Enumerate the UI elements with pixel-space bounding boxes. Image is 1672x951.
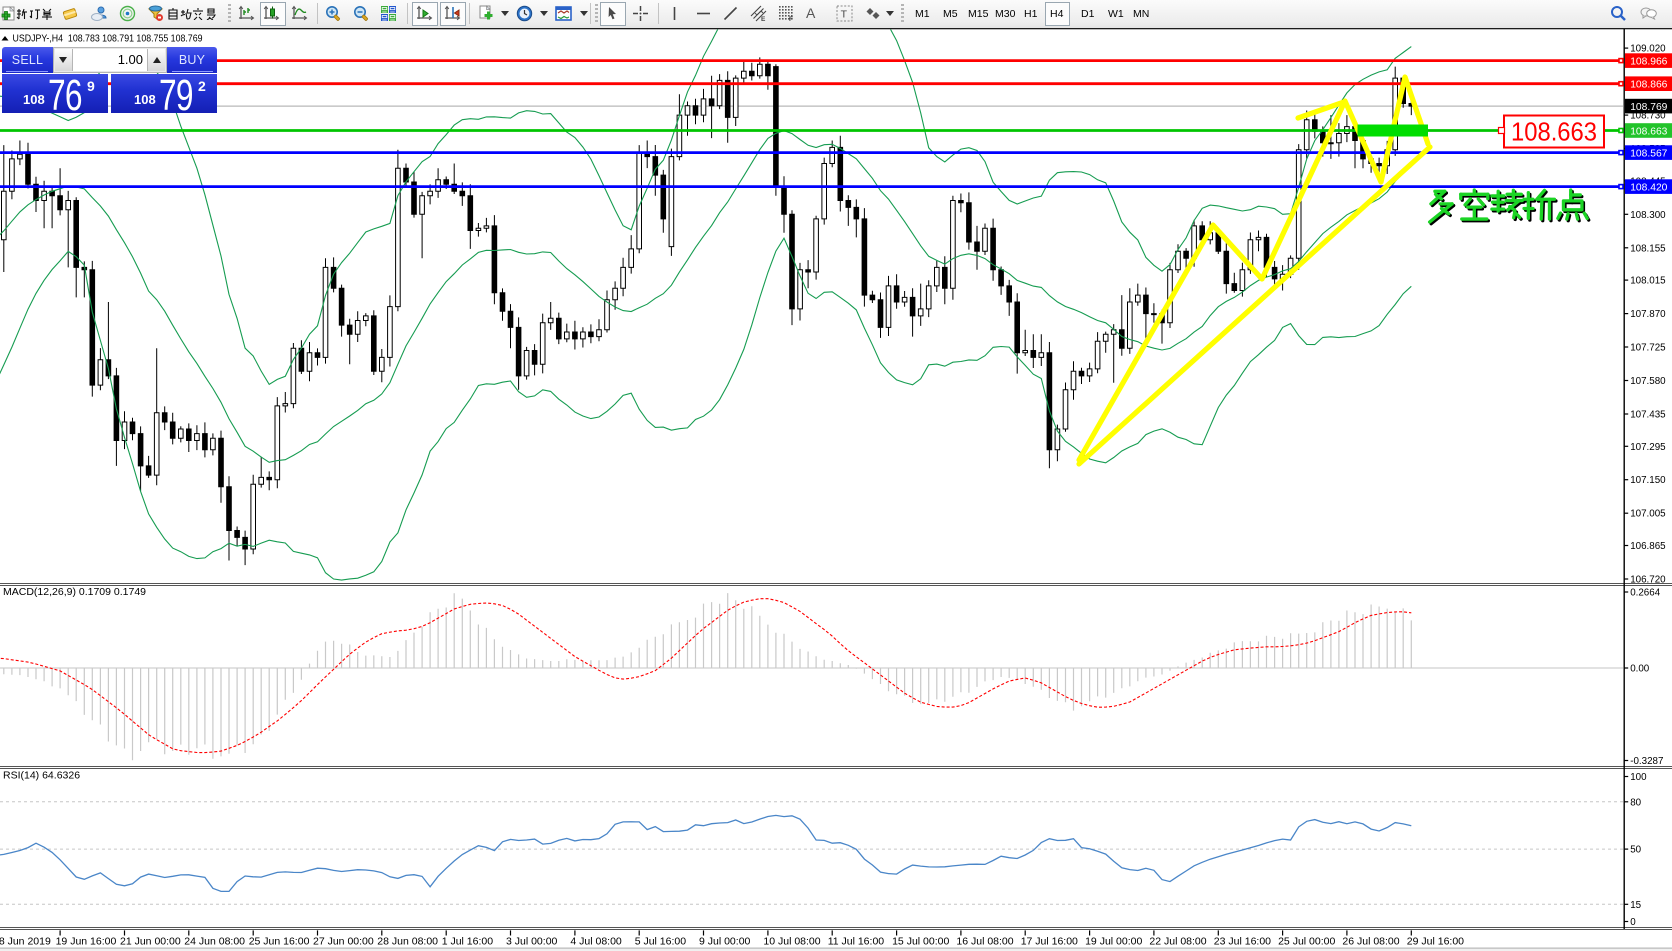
svg-text:19 Jul 00:00: 19 Jul 00:00 (1085, 936, 1142, 948)
svg-text:11 Jul 16:00: 11 Jul 16:00 (828, 936, 885, 948)
svg-text:80: 80 (1630, 797, 1641, 808)
svg-text:29 Jul 16:00: 29 Jul 16:00 (1407, 936, 1464, 948)
svg-text:16 Jul 08:00: 16 Jul 08:00 (956, 936, 1013, 948)
svg-text:25 Jul 00:00: 25 Jul 00:00 (1278, 936, 1335, 948)
svg-text:107.150: 107.150 (1630, 475, 1666, 486)
svg-text:21 Jun 00:00: 21 Jun 00:00 (120, 936, 181, 948)
svg-text:108.730: 108.730 (1630, 111, 1666, 122)
svg-text:107.005: 107.005 (1630, 509, 1666, 520)
svg-text:106.865: 106.865 (1630, 541, 1666, 552)
svg-text:3 Jul 00:00: 3 Jul 00:00 (506, 936, 558, 948)
svg-text:50: 50 (1630, 845, 1641, 856)
svg-text:109.020: 109.020 (1630, 44, 1666, 55)
svg-text:108.966: 108.966 (1630, 56, 1667, 67)
svg-text:108.769: 108.769 (1630, 102, 1667, 113)
svg-text:0.2664: 0.2664 (1630, 588, 1661, 599)
svg-text:17 Jul 16:00: 17 Jul 16:00 (1021, 936, 1078, 948)
svg-text:108.420: 108.420 (1630, 182, 1667, 193)
svg-text:108.866: 108.866 (1630, 80, 1667, 91)
svg-text:106.720: 106.720 (1630, 575, 1666, 586)
svg-text:RSI(14) 64.6326: RSI(14) 64.6326 (3, 770, 80, 782)
svg-text:22 Jul 08:00: 22 Jul 08:00 (1149, 936, 1206, 948)
svg-text:108.300: 108.300 (1630, 210, 1666, 221)
svg-text:107.725: 107.725 (1630, 343, 1666, 354)
svg-text:107.580: 107.580 (1630, 376, 1666, 387)
svg-text:27 Jun 00:00: 27 Jun 00:00 (313, 936, 374, 948)
svg-text:USDJPY-,H4 108.783 108.791 10: USDJPY-,H4 108.783 108.791 108.755 108.7… (13, 33, 203, 45)
svg-text:107.295: 107.295 (1630, 442, 1666, 453)
svg-text:108.155: 108.155 (1630, 243, 1666, 254)
svg-text:108.015: 108.015 (1630, 276, 1666, 287)
svg-text:9 Jul 00:00: 9 Jul 00:00 (699, 936, 751, 948)
svg-text:28 Jun 08:00: 28 Jun 08:00 (377, 936, 438, 948)
svg-text:108.663: 108.663 (1630, 126, 1667, 137)
svg-text:F: F (789, 16, 793, 22)
svg-text:25 Jun 16:00: 25 Jun 16:00 (249, 936, 310, 948)
svg-text:1 Jul 16:00: 1 Jul 16:00 (442, 936, 494, 948)
svg-text:107.870: 107.870 (1630, 309, 1666, 320)
svg-text:24 Jun 08:00: 24 Jun 08:00 (184, 936, 245, 948)
svg-text:15 Jul 00:00: 15 Jul 00:00 (892, 936, 949, 948)
svg-text:19 Jun 16:00: 19 Jun 16:00 (56, 936, 117, 948)
svg-text:4 Jul 08:00: 4 Jul 08:00 (570, 936, 622, 948)
svg-text:0: 0 (1630, 917, 1636, 928)
svg-text:10 Jul 08:00: 10 Jul 08:00 (763, 936, 820, 948)
svg-text:23 Jul 16:00: 23 Jul 16:00 (1214, 936, 1271, 948)
svg-text:108.567: 108.567 (1630, 148, 1667, 159)
svg-text:E: E (761, 16, 766, 22)
svg-text:107.435: 107.435 (1630, 410, 1666, 421)
svg-text:18 Jun 2019: 18 Jun 2019 (0, 936, 51, 948)
svg-text:5 Jul 16:00: 5 Jul 16:00 (635, 936, 687, 948)
svg-text:100: 100 (1630, 772, 1647, 783)
svg-text:15: 15 (1630, 900, 1641, 911)
svg-text:MACD(12,26,9) 0.1709 0.1749: MACD(12,26,9) 0.1709 0.1749 (3, 586, 146, 598)
svg-text:T: T (841, 9, 848, 21)
svg-text:0.00: 0.00 (1630, 664, 1650, 675)
svg-text:-0.3287: -0.3287 (1630, 756, 1663, 767)
svg-text:108.663: 108.663 (1511, 117, 1597, 147)
svg-text:26 Jul 08:00: 26 Jul 08:00 (1342, 936, 1399, 948)
